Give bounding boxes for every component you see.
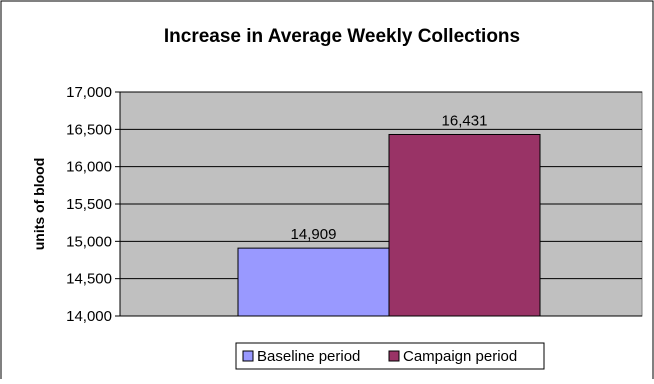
y-tick-label: 16,500	[66, 121, 112, 138]
y-tick-label: 15,500	[66, 196, 112, 213]
bar-campaign-period	[388, 133, 541, 317]
bars	[237, 133, 541, 317]
data-label-baseline-period: 14,909	[291, 226, 337, 243]
legend-box	[235, 342, 545, 370]
gridlines	[120, 91, 642, 280]
data-labels: 14,909 16,431	[291, 112, 488, 243]
legend-label-campaign: Campaign period	[403, 348, 517, 365]
chart-title: Increase in Average Weekly Collections	[164, 26, 520, 47]
data-label-campaign-period: 16,431	[442, 112, 488, 129]
bar-baseline-period	[237, 247, 390, 317]
legend-swatch-campaign	[388, 350, 400, 362]
y-tick-label: 14,500	[66, 271, 112, 288]
y-tick-label: 16,000	[66, 159, 112, 176]
y-axis-label: units of blood	[31, 158, 47, 251]
legend: Baseline period Campaign period	[235, 342, 545, 370]
legend-swatch-baseline	[242, 350, 254, 362]
y-tick-label: 14,000	[66, 308, 112, 325]
legend-label-baseline: Baseline period	[257, 348, 360, 365]
y-tick-label: 15,000	[66, 233, 112, 250]
y-axis-ticks: 14,000 14,500 15,000 15,500 16,000 16,500 17,0…	[66, 84, 120, 325]
y-tick-label: 17,000	[66, 84, 112, 101]
